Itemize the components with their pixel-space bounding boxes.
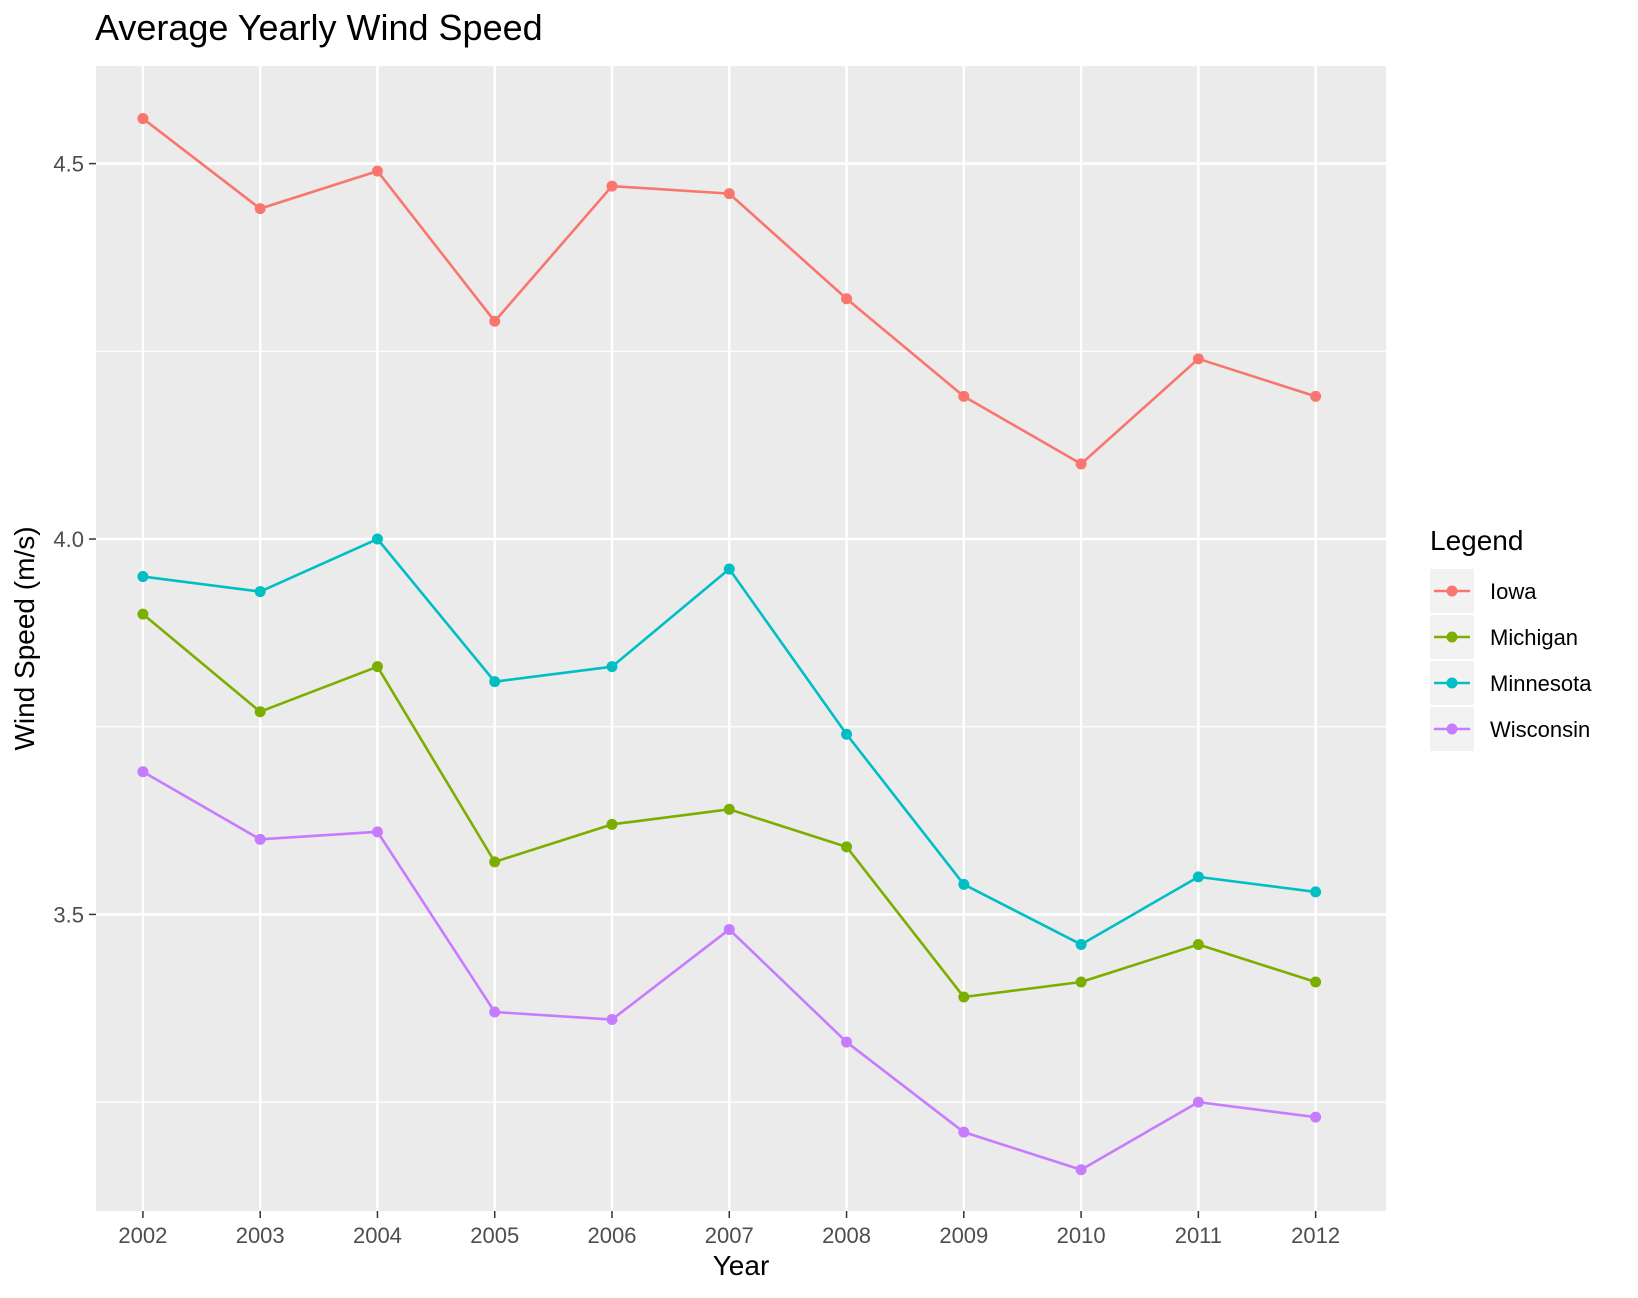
data-point — [489, 856, 501, 868]
data-point — [723, 923, 735, 935]
legend-label: Iowa — [1490, 579, 1537, 604]
data-point — [1192, 938, 1204, 950]
legend-items: Iowa Michigan Minnesota Wisconsin — [1430, 569, 1592, 751]
data-point — [606, 1014, 618, 1026]
x-tick-label: 2008 — [822, 1223, 871, 1248]
data-point — [1075, 458, 1087, 470]
legend-item: Iowa — [1430, 569, 1537, 613]
data-point — [137, 113, 149, 125]
data-point — [254, 203, 266, 215]
x-tick-label: 2004 — [353, 1223, 402, 1248]
y-tick-label: 4.5 — [53, 152, 84, 177]
data-point — [254, 706, 266, 718]
x-axis-ticks: 2002 2003 2004 2005 2006 2007 2008 2009 2010 2011… — [118, 1211, 1340, 1248]
legend-item: Minnesota — [1430, 661, 1592, 705]
grid-minor — [96, 350, 1386, 1103]
data-point — [606, 661, 618, 673]
data-point — [254, 833, 266, 845]
legend-title: Legend — [1430, 525, 1523, 556]
data-point — [723, 188, 735, 200]
data-point — [1310, 390, 1322, 402]
y-axis-title: Wind Speed (m/s) — [9, 526, 40, 750]
y-tick-label: 4.0 — [53, 527, 84, 552]
data-point — [489, 1006, 501, 1018]
data-point — [1310, 1111, 1322, 1123]
data-point — [371, 533, 383, 545]
data-point — [137, 571, 149, 583]
legend-item: Michigan — [1430, 615, 1578, 659]
legend-item: Wisconsin — [1430, 707, 1590, 751]
legend-label: Michigan — [1490, 625, 1578, 650]
legend-key-point — [1446, 723, 1458, 735]
data-point — [958, 390, 970, 402]
data-point — [137, 766, 149, 778]
data-point — [489, 315, 501, 327]
legend-label: Minnesota — [1490, 671, 1592, 696]
data-point — [841, 841, 853, 853]
data-point — [841, 1036, 853, 1048]
series-layer — [137, 113, 1322, 1176]
x-tick-label: 2009 — [939, 1223, 988, 1248]
data-point — [606, 180, 618, 192]
y-tick-label: 3.5 — [53, 902, 84, 927]
data-point — [1075, 938, 1087, 950]
legend-label: Wisconsin — [1490, 717, 1590, 742]
data-point — [371, 661, 383, 673]
series-wisconsin — [137, 766, 1322, 1176]
data-point — [1192, 871, 1204, 883]
series-michigan — [137, 608, 1322, 1003]
data-point — [958, 1126, 970, 1138]
data-point — [958, 878, 970, 890]
data-point — [489, 676, 501, 688]
data-point — [723, 563, 735, 575]
chart-title: Average Yearly Wind Speed — [95, 7, 543, 48]
x-tick-label: 2005 — [470, 1223, 519, 1248]
legend-key-point — [1446, 631, 1458, 643]
x-tick-label: 2006 — [588, 1223, 637, 1248]
x-tick-label: 2010 — [1057, 1223, 1106, 1248]
x-axis-title: Year — [713, 1250, 770, 1281]
data-point — [841, 293, 853, 305]
data-point — [1192, 353, 1204, 365]
x-tick-label: 2003 — [236, 1223, 285, 1248]
data-point — [723, 803, 735, 815]
data-point — [1310, 976, 1322, 988]
x-tick-label: 2011 — [1175, 1223, 1222, 1248]
data-point — [137, 608, 149, 620]
legend-key-point — [1446, 585, 1458, 597]
y-axis-ticks: 3.5 4.0 4.5 — [53, 152, 96, 927]
data-point — [606, 818, 618, 830]
data-point — [841, 728, 853, 740]
x-tick-label: 2012 — [1291, 1223, 1340, 1248]
legend: Legend Iowa Michigan Minnesota Wisconsin — [1430, 525, 1592, 751]
plot-panel — [96, 66, 1386, 1211]
legend-key-point — [1446, 677, 1458, 689]
data-point — [1075, 1164, 1087, 1176]
data-point — [254, 586, 266, 598]
x-tick-label: 2007 — [705, 1223, 754, 1248]
series-iowa — [137, 113, 1322, 470]
data-point — [371, 165, 383, 177]
data-point — [1075, 976, 1087, 988]
data-point — [1192, 1096, 1204, 1108]
data-point — [958, 991, 970, 1003]
data-point — [371, 826, 383, 838]
data-point — [1310, 886, 1322, 898]
series-minnesota — [137, 533, 1322, 950]
x-tick-label: 2002 — [118, 1223, 167, 1248]
